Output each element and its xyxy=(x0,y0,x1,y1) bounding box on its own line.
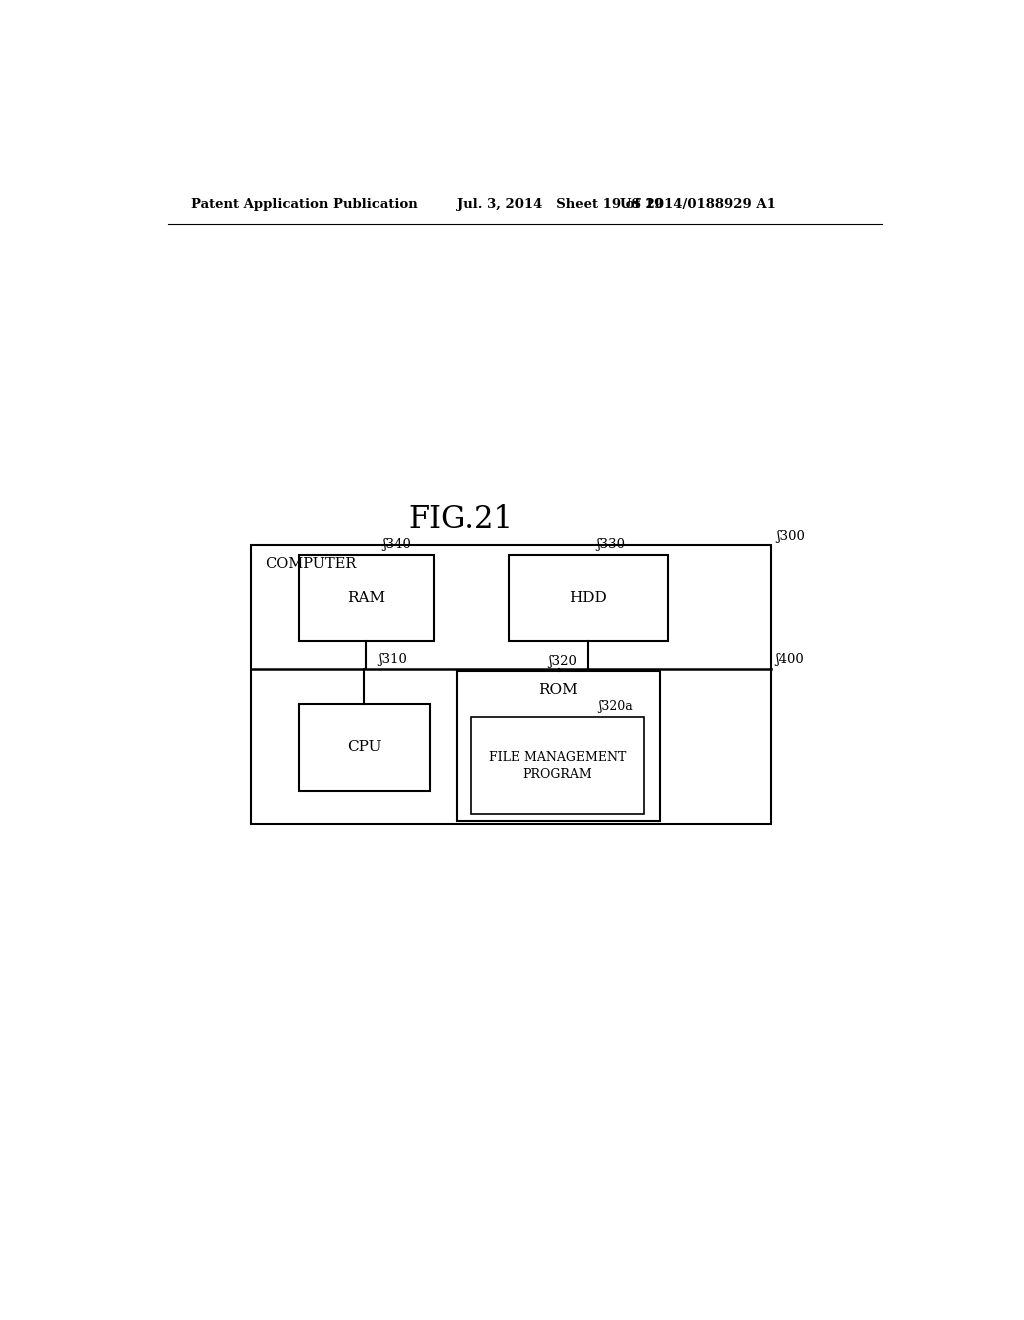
Text: US 2014/0188929 A1: US 2014/0188929 A1 xyxy=(620,198,776,211)
Bar xyxy=(299,554,433,642)
Text: FILE MANAGEMENT
PROGRAM: FILE MANAGEMENT PROGRAM xyxy=(488,751,626,780)
Bar xyxy=(299,704,430,791)
Bar xyxy=(471,718,644,814)
Bar xyxy=(509,554,668,642)
Bar xyxy=(458,671,659,821)
Text: CPU: CPU xyxy=(347,741,381,755)
Text: COMPUTER: COMPUTER xyxy=(265,557,356,570)
Text: RAM: RAM xyxy=(347,591,385,605)
Text: ʃ340: ʃ340 xyxy=(382,537,411,550)
Text: Patent Application Publication: Patent Application Publication xyxy=(191,198,418,211)
Text: ʃ310: ʃ310 xyxy=(378,652,407,665)
Text: HDD: HDD xyxy=(569,591,607,605)
Text: ʃ330: ʃ330 xyxy=(596,537,626,550)
Text: ʃ400: ʃ400 xyxy=(775,652,804,665)
Bar xyxy=(251,545,771,824)
Text: ʃ300: ʃ300 xyxy=(776,529,805,543)
Text: ʃ320a: ʃ320a xyxy=(598,701,633,713)
Text: ʃ320: ʃ320 xyxy=(549,655,578,668)
Text: FIG.21: FIG.21 xyxy=(409,504,514,535)
Text: Jul. 3, 2014   Sheet 19 of 19: Jul. 3, 2014 Sheet 19 of 19 xyxy=(458,198,664,211)
Text: ROM: ROM xyxy=(539,682,579,697)
